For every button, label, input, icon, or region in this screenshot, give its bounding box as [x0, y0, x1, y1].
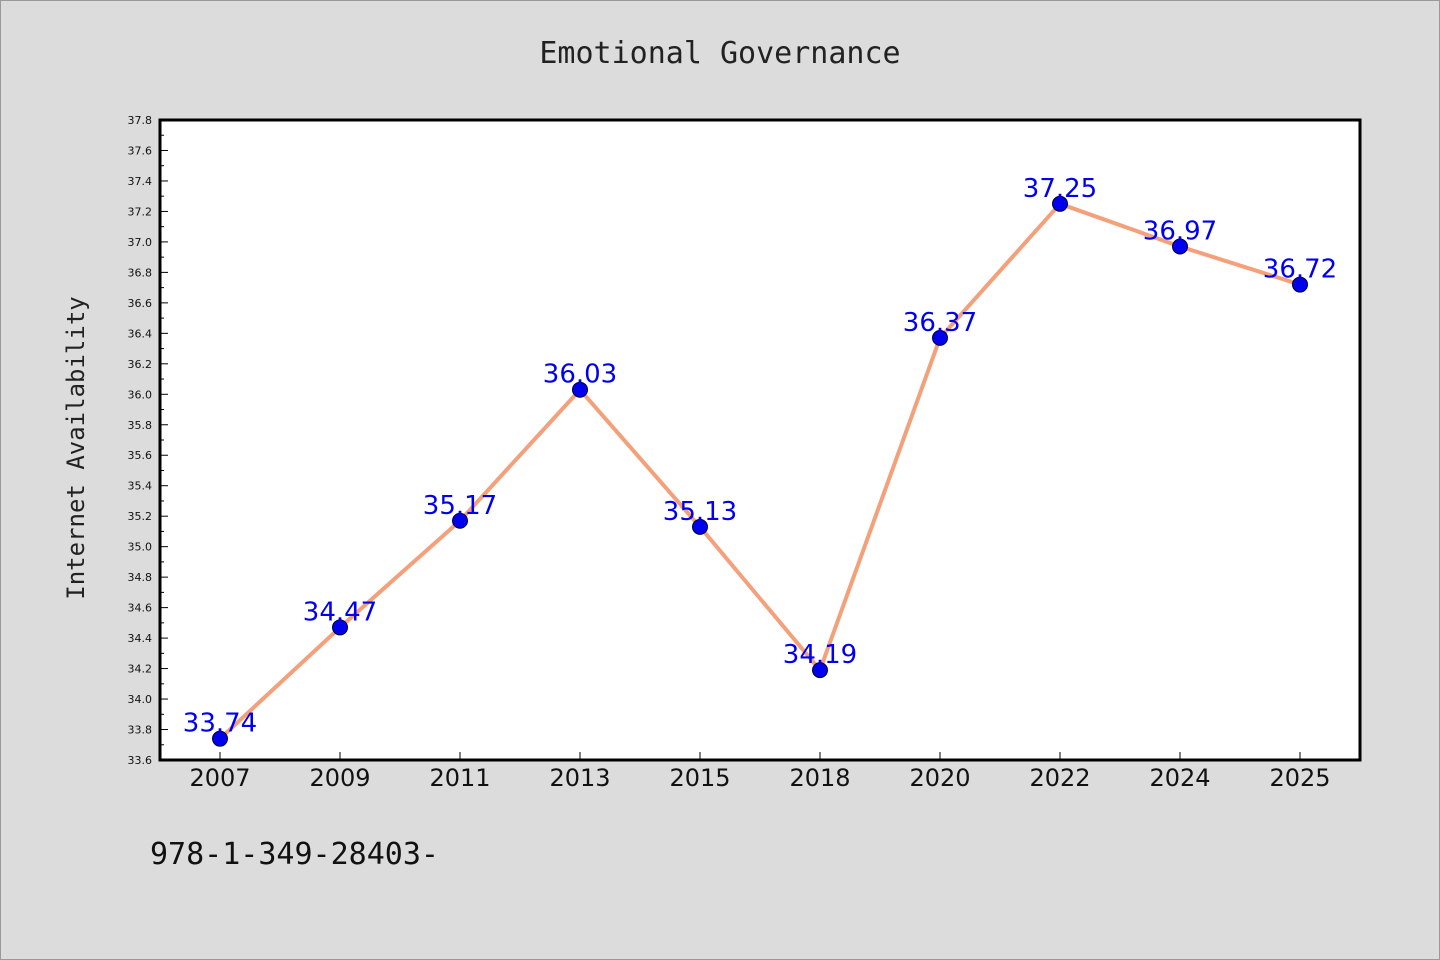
y-tick-label: 34.0 — [128, 693, 153, 706]
y-axis: 33.6 33.8 34.0 34.2 34.4 34.6 34.8 35.0 35.2 35.4… — [128, 114, 168, 767]
x-tick-label: 2020 — [909, 764, 970, 792]
data-label: 35.13 — [663, 497, 737, 527]
y-tick-label: 35.0 — [128, 541, 153, 554]
data-series — [212, 195, 1308, 747]
data-label: 36.03 — [543, 360, 617, 390]
data-label: 34.19 — [783, 640, 857, 670]
y-tick-label: 37.2 — [128, 205, 153, 218]
data-label: 34.47 — [303, 597, 377, 627]
y-axis-label: Internet Availability — [62, 296, 90, 599]
data-label: 36.97 — [1143, 216, 1217, 246]
y-tick-label: 35.6 — [128, 449, 153, 462]
x-tick-label: 2015 — [669, 764, 730, 792]
footer-text: 978-1-349-28403- — [150, 837, 439, 872]
data-point-marker — [932, 329, 948, 346]
data-label: 36.72 — [1263, 255, 1337, 285]
y-tick-label: 34.2 — [128, 663, 153, 676]
y-tick-label: 37.8 — [128, 114, 153, 127]
x-tick-label: 2007 — [189, 764, 250, 792]
data-point-marker — [572, 381, 588, 398]
y-tick-label: 36.2 — [128, 358, 153, 371]
plot-area — [160, 120, 1360, 760]
y-tick-label: 33.6 — [128, 754, 153, 767]
y-tick-label: 37.6 — [128, 144, 153, 157]
data-point-marker — [332, 619, 348, 636]
y-tick-label: 34.4 — [128, 632, 153, 645]
data-point-marker — [452, 512, 468, 529]
data-point-marker — [1292, 276, 1308, 293]
chart-title: Emotional Governance — [539, 36, 900, 71]
data-label: 36.37 — [903, 308, 977, 338]
x-tick-label: 2013 — [549, 764, 610, 792]
data-label: 37.25 — [1023, 174, 1097, 204]
data-point-marker — [212, 730, 228, 747]
y-tick-label: 34.6 — [128, 602, 153, 615]
y-tick-label: 35.2 — [128, 510, 153, 523]
data-point-marker — [1172, 238, 1188, 255]
x-tick-label: 2011 — [429, 764, 490, 792]
data-labels: 33.74 34.47 35.17 36.03 35.13 34.19 36.37 37.25… — [183, 174, 1337, 739]
x-axis: 2007 2009 2011 2013 2015 2018 2020 2022 2024 2025 — [189, 752, 1331, 792]
x-tick-label: 2024 — [1149, 764, 1210, 792]
data-label: 35.17 — [423, 491, 497, 521]
x-tick-label: 2009 — [309, 764, 370, 792]
plot-frame — [158, 118, 1362, 762]
data-point-marker — [812, 662, 828, 679]
y-tick-label: 36.4 — [128, 327, 153, 340]
y-tick-label: 36.0 — [128, 388, 153, 401]
y-tick-label: 33.8 — [128, 724, 153, 737]
y-tick-label: 37.4 — [128, 175, 153, 188]
x-tick-label: 2025 — [1269, 764, 1330, 792]
y-tick-label: 35.8 — [128, 419, 153, 432]
series-line — [218, 201, 1302, 741]
y-tick-label: 37.0 — [128, 236, 153, 249]
y-tick-label: 36.6 — [128, 297, 153, 310]
y-tick-label: 34.8 — [128, 571, 153, 584]
data-point-marker — [692, 518, 708, 535]
y-tick-label: 36.8 — [128, 266, 153, 279]
data-point-marker — [1052, 195, 1068, 212]
x-tick-label: 2022 — [1029, 764, 1090, 792]
y-tick-label: 35.4 — [128, 480, 153, 493]
x-tick-label: 2018 — [789, 764, 850, 792]
data-label: 33.74 — [183, 709, 257, 739]
